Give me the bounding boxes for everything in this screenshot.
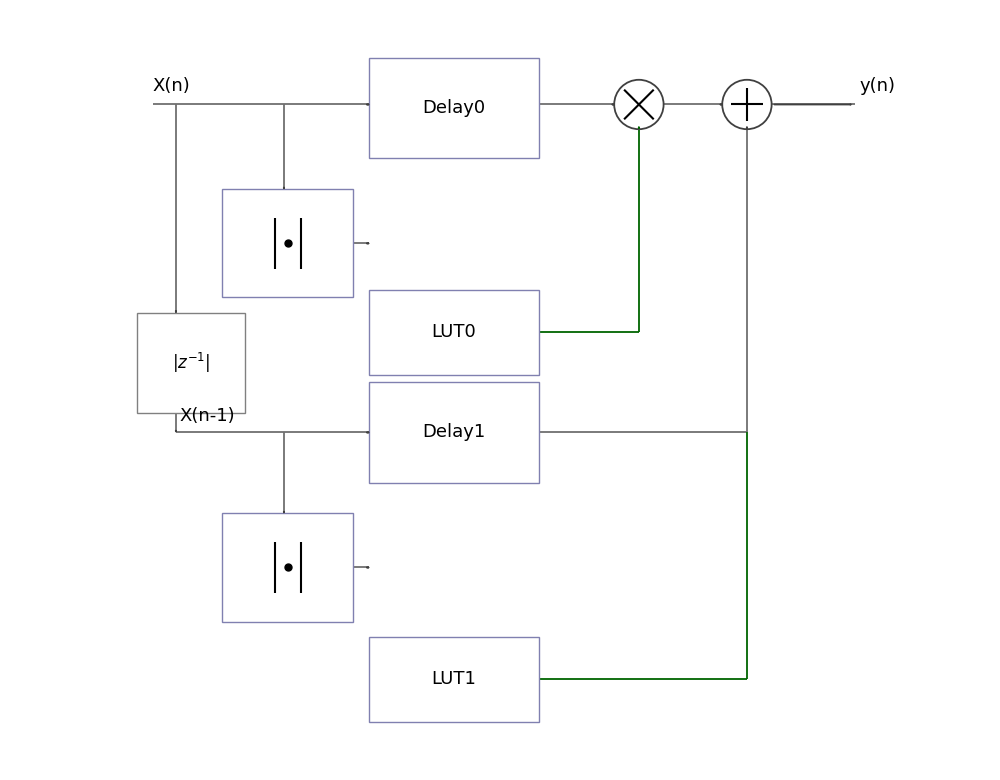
Bar: [369, 289, 539, 374]
Text: LUT0: LUT0: [431, 323, 476, 341]
Bar: [137, 313, 245, 413]
Text: LUT1: LUT1: [431, 670, 476, 689]
Bar: [222, 513, 353, 622]
Text: $|z^{-1}|$: $|z^{-1}|$: [172, 351, 210, 375]
Text: X(n): X(n): [153, 77, 190, 95]
Bar: [369, 382, 539, 483]
Text: y(n): y(n): [860, 77, 896, 95]
Text: Delay0: Delay0: [422, 99, 485, 117]
Bar: [222, 190, 353, 297]
Bar: [369, 637, 539, 722]
Circle shape: [722, 80, 772, 129]
Text: X(n-1): X(n-1): [180, 406, 235, 425]
Circle shape: [614, 80, 664, 129]
Text: Delay1: Delay1: [422, 424, 485, 441]
Bar: [369, 58, 539, 158]
